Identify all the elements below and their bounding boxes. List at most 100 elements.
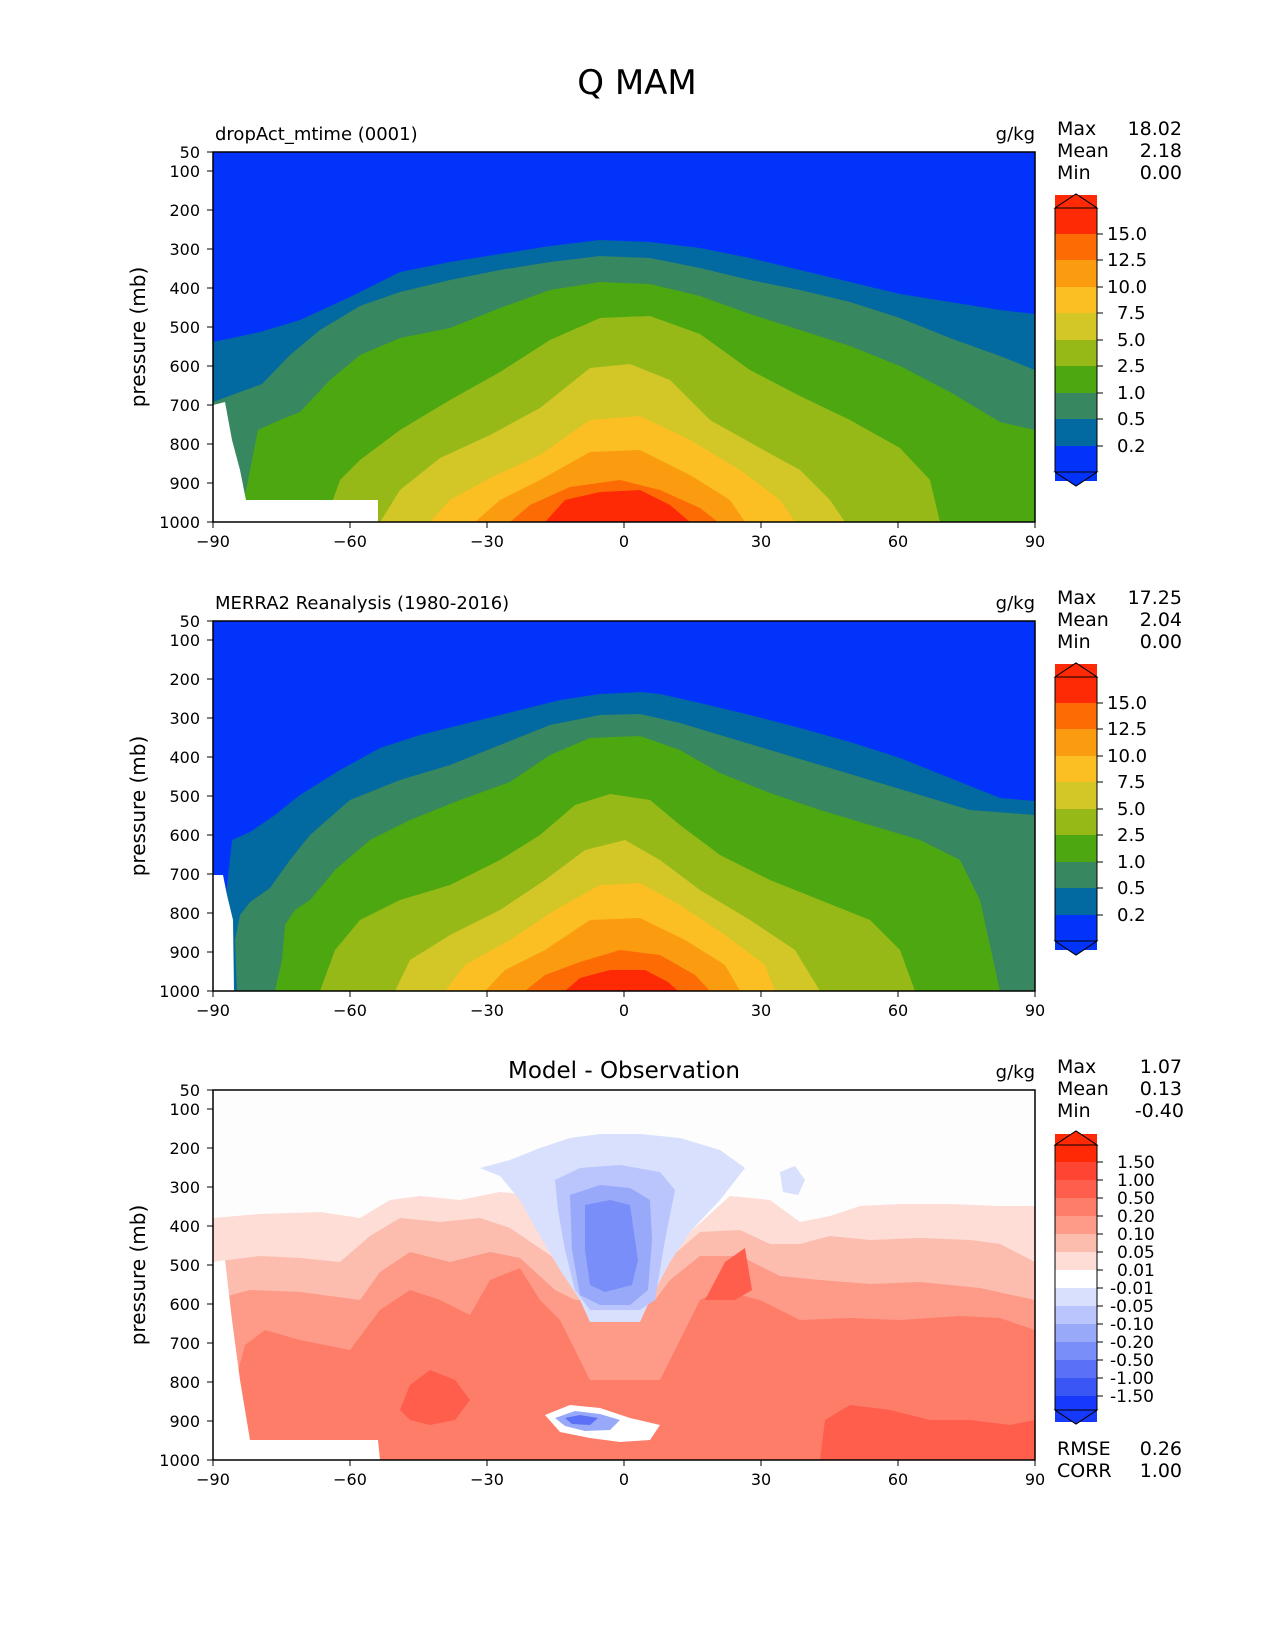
svg-text:-0.01: -0.01: [1110, 1279, 1154, 1299]
svg-text:200: 200: [169, 670, 200, 689]
svg-text:500: 500: [169, 318, 200, 337]
svg-text:600: 600: [169, 357, 200, 376]
panel-test: dropAct_mtime (0001) g/kg 50 100 200 300…: [126, 118, 1182, 551]
svg-text:100: 100: [169, 162, 200, 181]
colorbar-tick: 0.01: [1097, 1261, 1155, 1281]
colorbar-tick: 12.5: [1097, 250, 1147, 271]
panel-test-stats: Max 18.02 Mean 2.18 Min 0.00: [1057, 118, 1182, 184]
svg-text:12.5: 12.5: [1107, 719, 1147, 740]
colorbar-tick: -0.01: [1097, 1279, 1154, 1299]
svg-text:90: 90: [1025, 1001, 1045, 1020]
colorbar-tick: -1.00: [1097, 1369, 1154, 1389]
colorbar-extend-max-tip: [1053, 662, 1099, 678]
colorbar-tick: -0.50: [1097, 1351, 1154, 1371]
y-tick: 800: [169, 904, 213, 923]
x-tick: −30: [470, 991, 504, 1020]
stat-label: Max: [1057, 587, 1096, 609]
svg-text:0: 0: [619, 1001, 629, 1020]
svg-text:0.20: 0.20: [1117, 1207, 1155, 1227]
colorbar-swatch: [1055, 260, 1097, 287]
x-tick: 90: [1025, 991, 1045, 1020]
panel-reference: MERRA2 Reanalysis (1980-2016) g/kg 50 10…: [126, 587, 1182, 1020]
svg-text:700: 700: [169, 396, 200, 415]
x-tick: 60: [888, 991, 908, 1020]
svg-text:1000: 1000: [159, 513, 200, 532]
x-tick: 0: [619, 991, 629, 1020]
svg-text:-0.50: -0.50: [1110, 1351, 1154, 1371]
colorbar-extend-min-tip: [1053, 471, 1099, 487]
colorbar-swatch: [1055, 756, 1097, 783]
stat-value: 0.00: [1140, 162, 1182, 184]
y-tick: 600: [169, 357, 213, 376]
svg-text:0.05: 0.05: [1117, 1243, 1155, 1263]
x-tick: 30: [751, 991, 771, 1020]
y-tick: 100: [169, 1100, 213, 1119]
svg-text:30: 30: [751, 1470, 771, 1489]
x-tick: 90: [1025, 1460, 1045, 1489]
y-tick: 300: [169, 709, 213, 728]
panel-test-units: g/kg: [996, 124, 1035, 145]
svg-text:−90: −90: [196, 1001, 230, 1020]
svg-text:400: 400: [169, 279, 200, 298]
svg-text:10.0: 10.0: [1107, 746, 1147, 767]
svg-text:800: 800: [169, 435, 200, 454]
y-tick: 800: [169, 435, 213, 454]
y-tick: 700: [169, 396, 213, 415]
colorbar-swatch: [1055, 1324, 1097, 1343]
stat-value: 0.00: [1140, 631, 1182, 653]
stat-value: 18.02: [1128, 118, 1182, 140]
colorbar-extend-max-tip: [1053, 193, 1099, 209]
y-tick: 600: [169, 826, 213, 845]
svg-text:-1.50: -1.50: [1110, 1387, 1154, 1407]
stat-label: Mean: [1057, 1078, 1109, 1100]
svg-text:1.0: 1.0: [1117, 852, 1146, 873]
svg-text:900: 900: [169, 474, 200, 493]
corr-label: CORR: [1057, 1460, 1112, 1482]
colorbar-tick: 2.5: [1097, 356, 1146, 377]
svg-text:60: 60: [888, 532, 908, 551]
svg-text:1000: 1000: [159, 1451, 200, 1470]
panel-difference-x-ticks: −90 −60 −30 0 30 60 90: [196, 1460, 1045, 1489]
svg-text:700: 700: [169, 1334, 200, 1353]
x-tick: 30: [751, 522, 771, 551]
svg-text:400: 400: [169, 748, 200, 767]
contour-fill-0.50: [705, 1248, 752, 1300]
svg-text:800: 800: [169, 1373, 200, 1392]
colorbar-tick: 0.2: [1097, 905, 1146, 926]
svg-text:5.0: 5.0: [1117, 799, 1146, 820]
colorbar-extend-min-tip: [1053, 1409, 1099, 1425]
svg-text:600: 600: [169, 1295, 200, 1314]
y-tick: 700: [169, 865, 213, 884]
y-tick: 400: [169, 748, 213, 767]
stat-value: -0.40: [1135, 1100, 1184, 1122]
y-tick: 200: [169, 201, 213, 220]
stat-label: Min: [1057, 1100, 1091, 1122]
panel-difference-colorbar: 1.50 1.00 0.50 0.20 0.10 0.05 0.01 -0.01…: [1053, 1130, 1155, 1425]
contour-fill-negative-0.01-small: [780, 1166, 805, 1195]
colorbar-extend-min-tip: [1053, 940, 1099, 956]
x-tick: −60: [333, 522, 367, 551]
svg-text:−90: −90: [196, 532, 230, 551]
colorbar-swatch: [1055, 1198, 1097, 1217]
svg-text:−90: −90: [196, 1470, 230, 1489]
svg-text:0.2: 0.2: [1117, 436, 1146, 457]
svg-text:60: 60: [888, 1001, 908, 1020]
stat-value: 0.13: [1140, 1078, 1182, 1100]
svg-text:30: 30: [751, 1001, 771, 1020]
figure-title: Q MAM: [577, 63, 697, 103]
svg-text:900: 900: [169, 1412, 200, 1431]
panel-reference-colorbar: 15.0 12.5 10.0 7.5 5.0 2.5 1.0 0.5 0.2: [1053, 662, 1147, 956]
stat-label: Mean: [1057, 140, 1109, 162]
svg-text:2.5: 2.5: [1117, 825, 1146, 846]
colorbar-tick: -0.10: [1097, 1315, 1154, 1335]
y-tick: 1000: [159, 513, 213, 532]
svg-text:600: 600: [169, 826, 200, 845]
svg-text:800: 800: [169, 904, 200, 923]
colorbar-tick: 15.0: [1097, 224, 1147, 245]
svg-text:15.0: 15.0: [1107, 693, 1147, 714]
x-tick: 60: [888, 1460, 908, 1489]
colorbar-tick: -0.20: [1097, 1333, 1154, 1353]
svg-text:500: 500: [169, 1256, 200, 1275]
svg-text:1.50: 1.50: [1117, 1153, 1155, 1173]
contour-fill-0.50: [400, 1370, 470, 1425]
